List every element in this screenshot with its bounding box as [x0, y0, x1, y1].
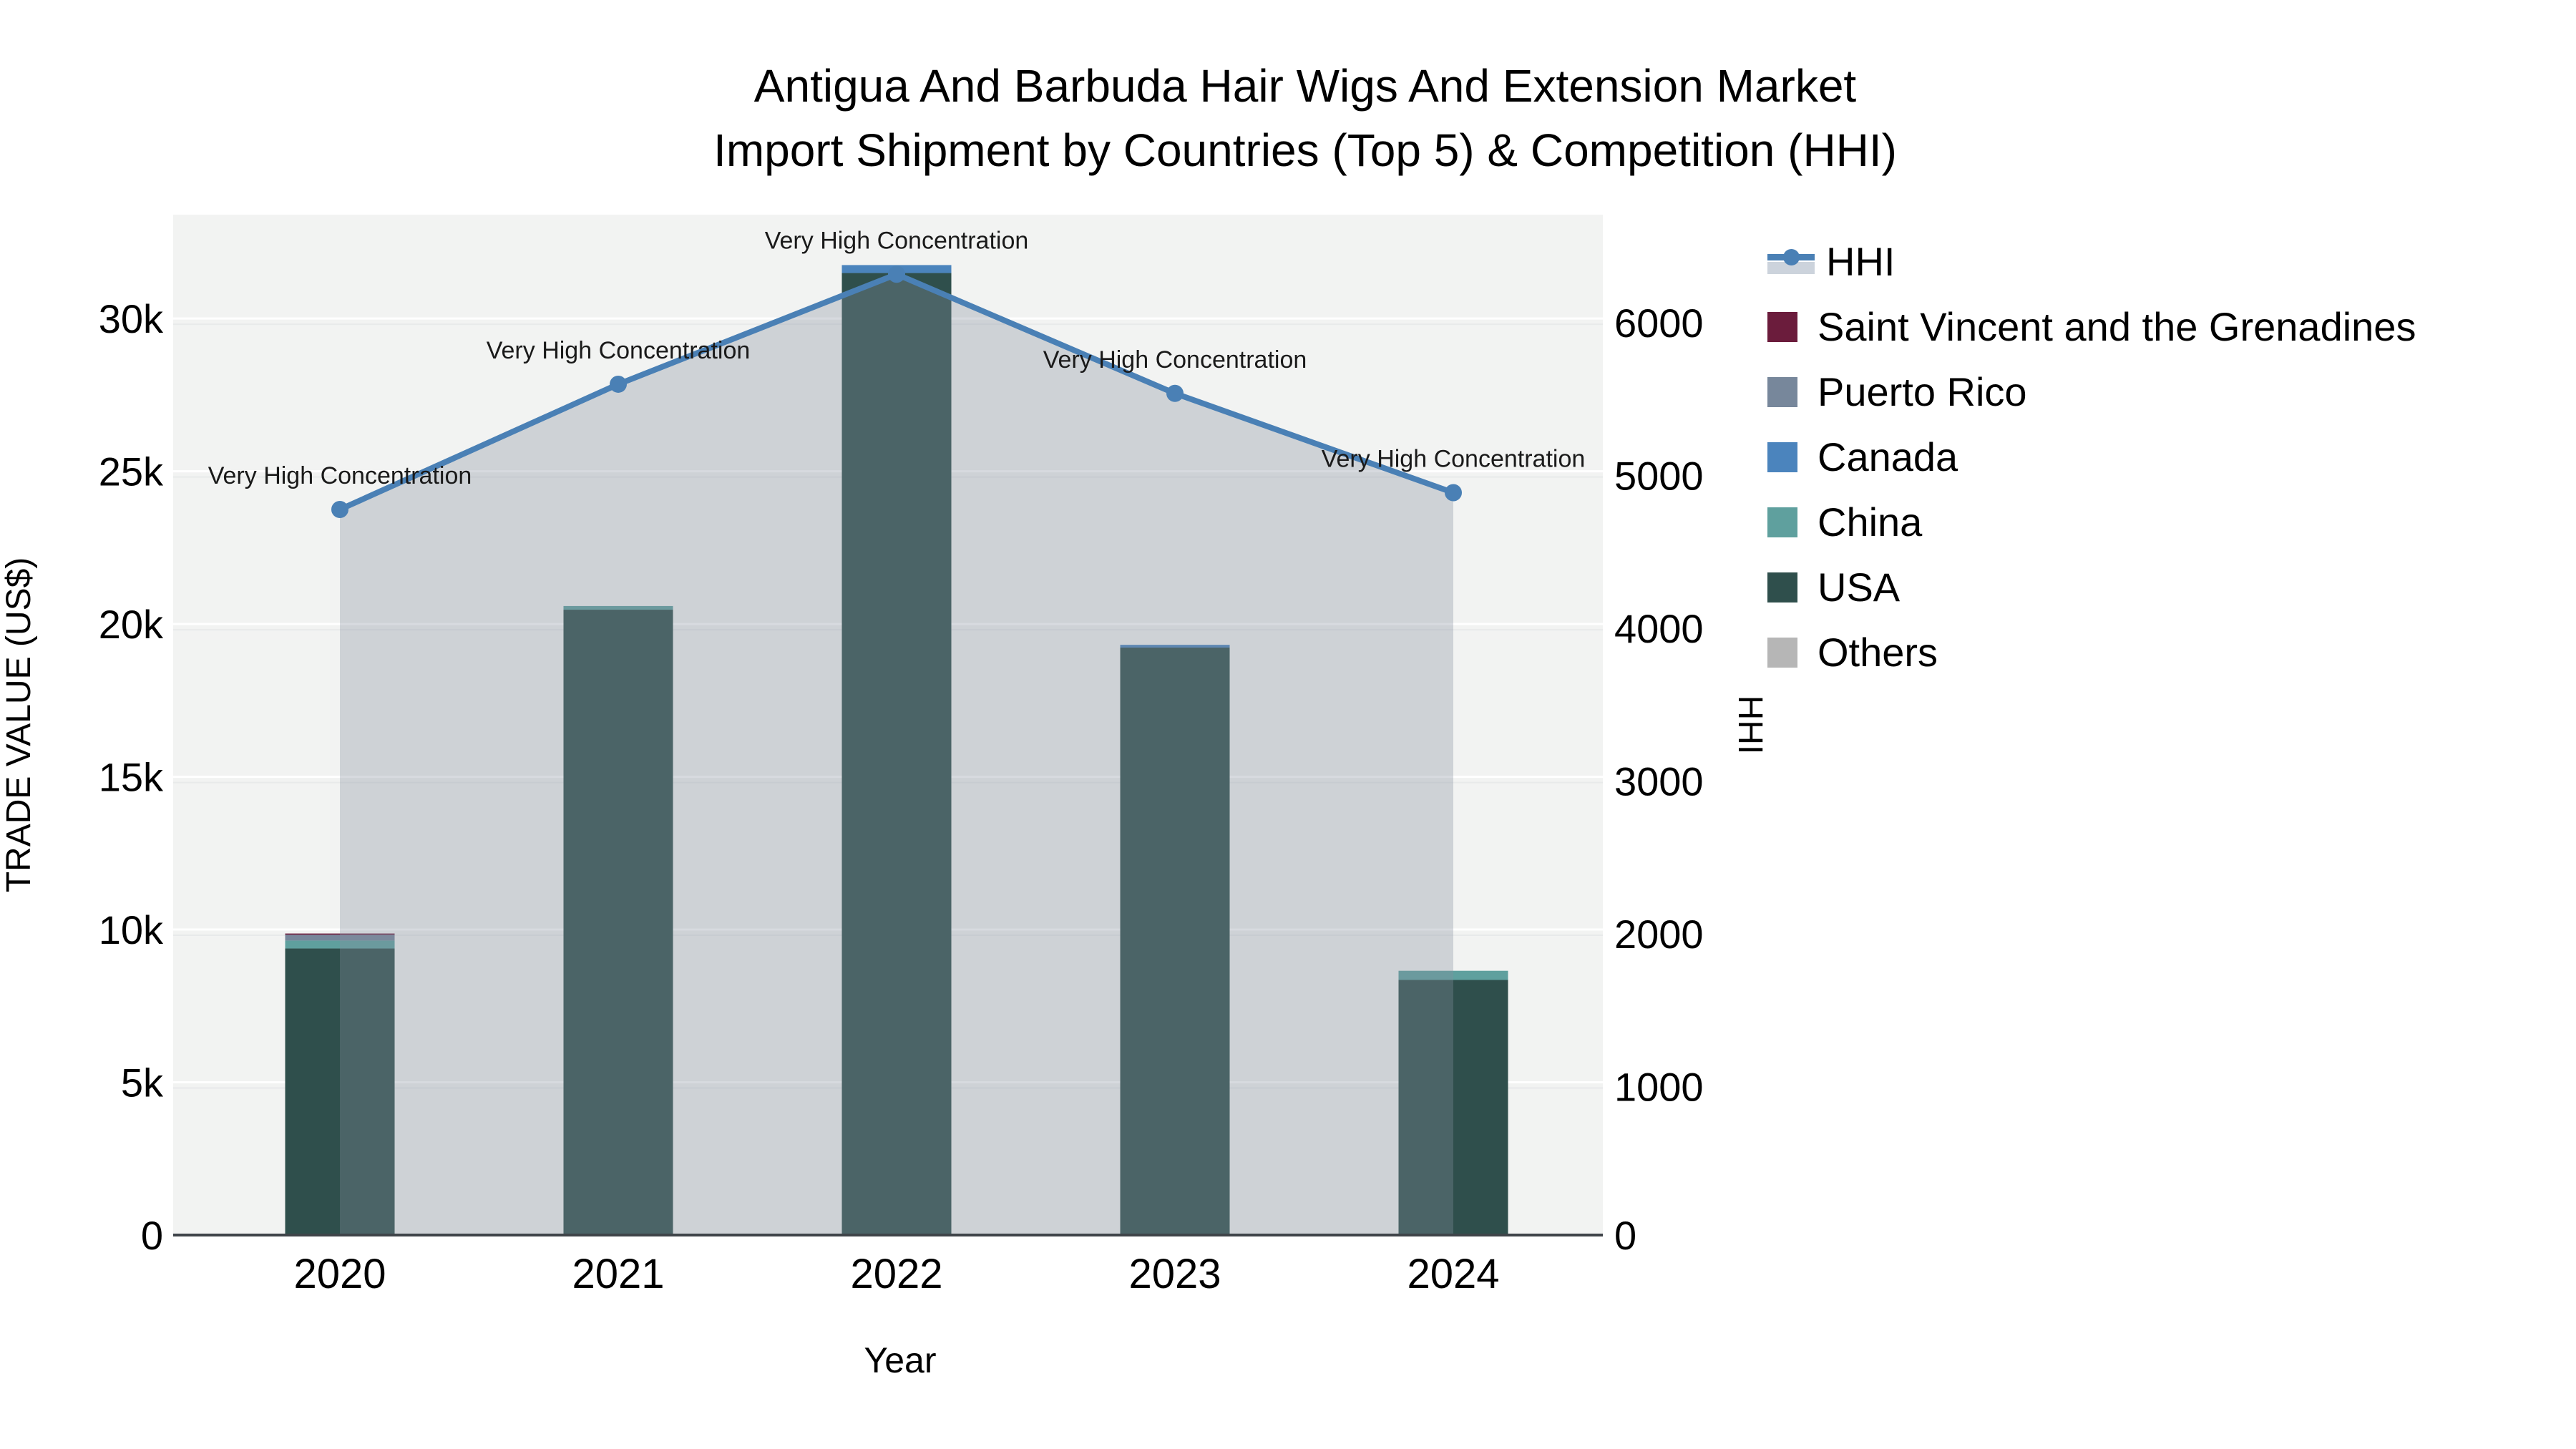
y-left-tick-label: 25k: [99, 449, 164, 494]
bar-segment-China-2020[interactable]: [285, 940, 395, 949]
legend-line-icon: [1767, 245, 1815, 278]
hhi-marker-2020[interactable]: [331, 501, 348, 519]
legend-area-sample: [1767, 261, 1815, 274]
x-tick-label-2021: 2021: [572, 1251, 664, 1297]
bar-segment-USA-2020[interactable]: [285, 948, 395, 1235]
legend-line-marker: [1783, 248, 1800, 265]
legend-item-puerto-rico[interactable]: Puerto Rico: [1767, 359, 2416, 424]
y-left-tick-label: 30k: [99, 296, 164, 341]
y-right-axis-title: HHI: [1731, 696, 1769, 755]
x-tick-label-2020: 2020: [293, 1251, 386, 1297]
legend-item-canada[interactable]: Canada: [1767, 424, 2416, 489]
legend-swatch: [1767, 441, 1797, 472]
legend-label: Others: [1818, 630, 1938, 675]
hhi-area: [340, 274, 1453, 1235]
y-right-tick-label: 6000: [1614, 301, 1704, 346]
y-left-tick-label: 5k: [121, 1060, 164, 1106]
bar-segment-Saint-Vincent-and-the-Grenadines-2020[interactable]: [285, 933, 395, 935]
legend-item-others[interactable]: Others: [1767, 620, 2416, 685]
y-right-tick-label: 2000: [1614, 912, 1704, 957]
legend: HHI Saint Vincent and the Grenadines Puert…: [1767, 229, 2416, 685]
y-left-tick-label: 20k: [99, 602, 164, 647]
chart-title-line2: Import Shipment by Countries (Top 5) & C…: [713, 125, 1897, 176]
hhi-marker-2022[interactable]: [888, 265, 905, 283]
legend-swatch: [1767, 507, 1797, 537]
legend-swatch: [1767, 376, 1797, 407]
hhi-marker-2023[interactable]: [1166, 384, 1184, 402]
annotation-2022: Very High Concentration: [765, 227, 1029, 254]
annotation-2023: Very High Concentration: [1043, 346, 1307, 374]
bar-segment-China-2021[interactable]: [563, 605, 673, 610]
legend-label: Puerto Rico: [1818, 369, 2027, 414]
legend-label: Saint Vincent and the Grenadines: [1818, 304, 2416, 349]
y-left-tick-label: 0: [141, 1213, 163, 1258]
legend-label: HHI: [1826, 239, 1896, 284]
legend-label: USA: [1818, 565, 1901, 610]
hhi-marker-2021[interactable]: [610, 375, 627, 393]
y-right-tick-label: 5000: [1614, 454, 1704, 499]
y-left-tick-label: 15k: [99, 755, 164, 800]
legend-swatch: [1767, 311, 1797, 342]
bar-segment-Puerto-Rico-2020[interactable]: [285, 935, 395, 941]
annotation-2024: Very High Concentration: [1322, 446, 1586, 473]
y-right-tick-label: 1000: [1614, 1065, 1704, 1110]
bar-segment-Canada-2023[interactable]: [1120, 645, 1230, 648]
legend-item-usa[interactable]: USA: [1767, 555, 2416, 620]
y-right-tick-label: 4000: [1614, 606, 1704, 651]
annotation-2021: Very High Concentration: [487, 337, 751, 364]
annotation-2020: Very High Concentration: [208, 462, 472, 489]
legend-item-saint-vincent-and-the-grenadines[interactable]: Saint Vincent and the Grenadines: [1767, 294, 2416, 359]
chart-title-line1: Antigua And Barbuda Hair Wigs And Extens…: [753, 60, 1857, 112]
bar-segment-China-2024[interactable]: [1398, 970, 1508, 980]
legend-label: Canada: [1818, 434, 1958, 479]
y-right-tick-label: 0: [1614, 1213, 1636, 1258]
bar-segment-USA-2022[interactable]: [841, 273, 952, 1236]
legend-swatch: [1767, 637, 1797, 668]
y-left-axis-title: TRADE VALUE (US$): [0, 557, 38, 893]
legend-item-hhi[interactable]: HHI: [1767, 229, 2416, 294]
legend-swatch: [1767, 572, 1797, 602]
hhi-marker-2024[interactable]: [1445, 484, 1462, 502]
y-left-tick-label: 10k: [99, 907, 164, 952]
x-axis-title: Year: [864, 1340, 936, 1380]
x-tick-label-2022: 2022: [850, 1251, 942, 1297]
bar-segment-USA-2024[interactable]: [1398, 980, 1508, 1236]
bar-segment-USA-2021[interactable]: [563, 610, 673, 1235]
legend-item-china[interactable]: China: [1767, 489, 2416, 555]
x-tick-label-2023: 2023: [1128, 1251, 1221, 1297]
x-tick-label-2024: 2024: [1407, 1251, 1499, 1297]
legend-label: China: [1818, 499, 1923, 545]
y-right-tick-label: 3000: [1614, 759, 1704, 804]
bar-segment-USA-2023[interactable]: [1120, 647, 1230, 1235]
